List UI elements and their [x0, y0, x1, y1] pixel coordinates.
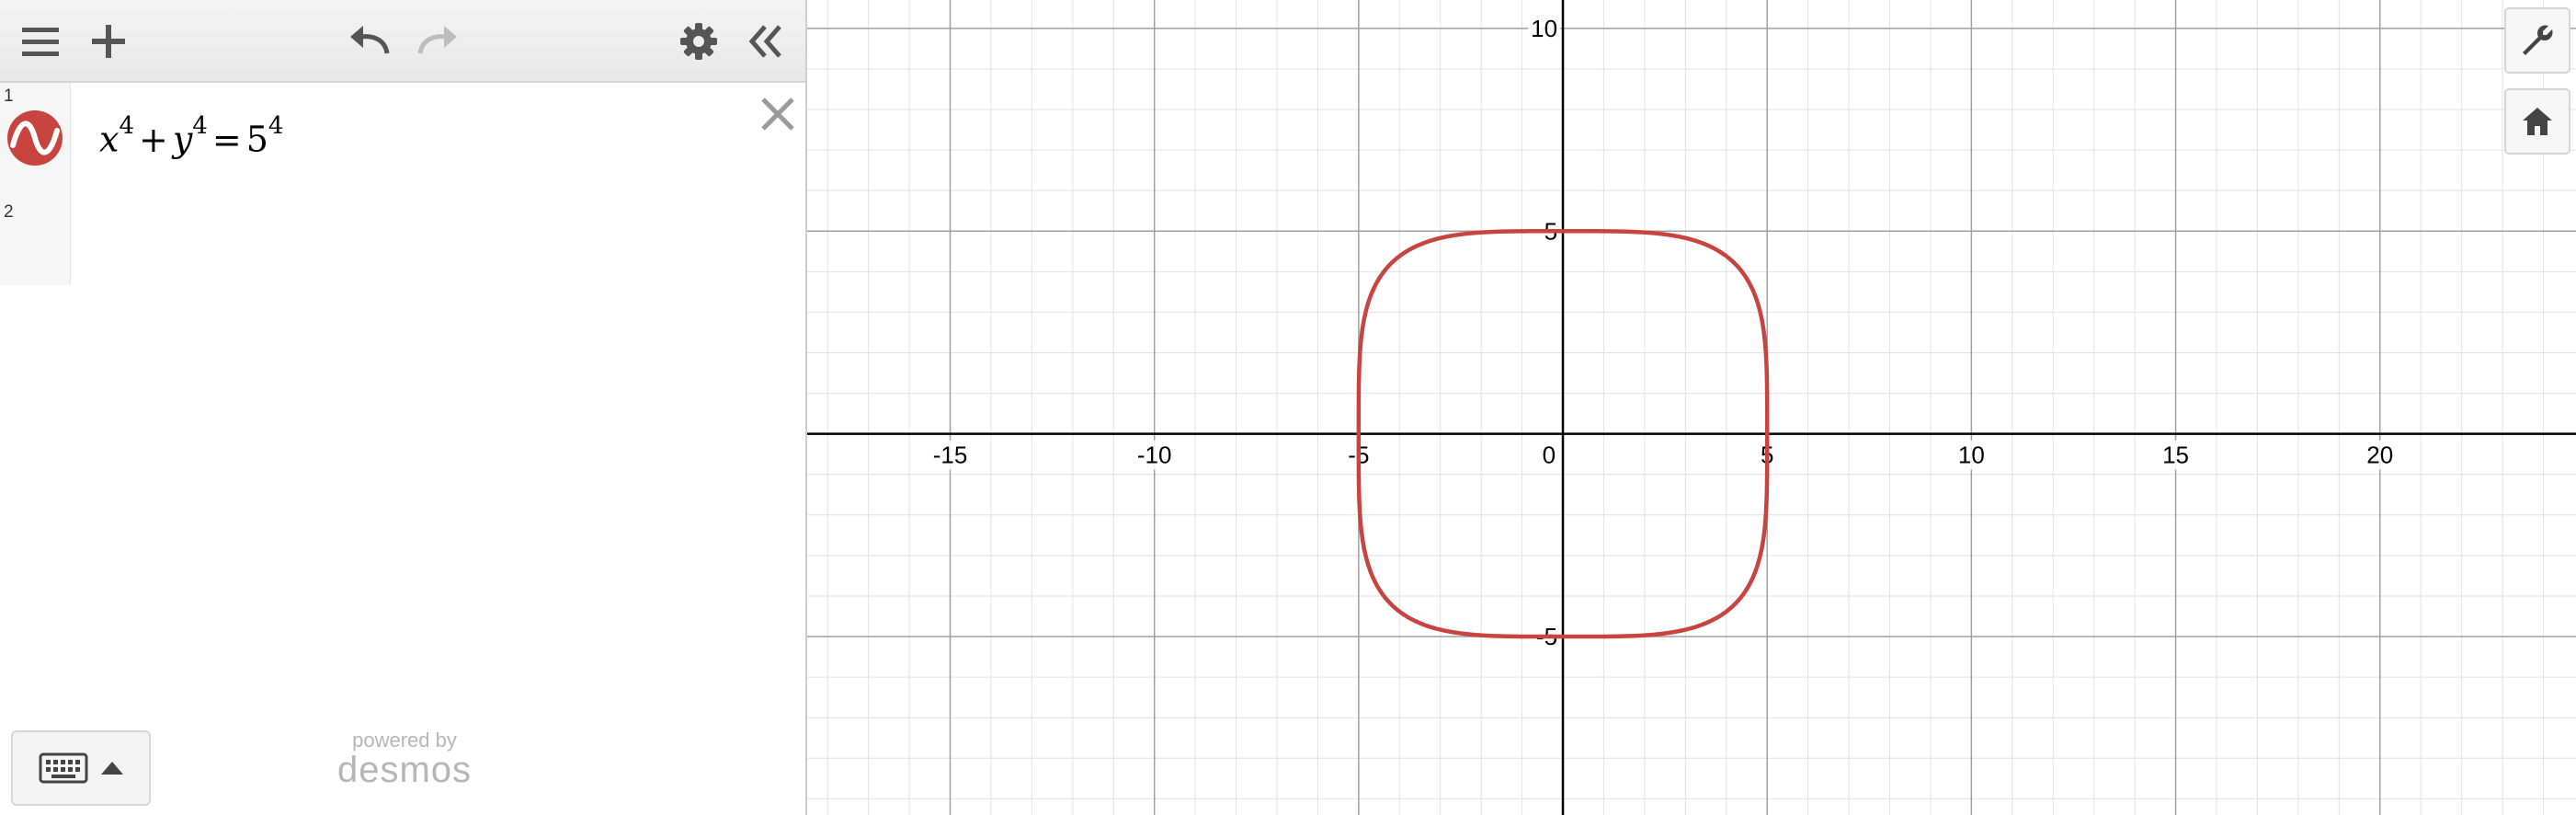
tick-label-bg [2364, 440, 2397, 470]
x-tick-label: 15 [2162, 442, 2189, 469]
curve-superellipse[interactable] [1356, 229, 1770, 639]
math-exponent: 4 [268, 112, 284, 140]
graph-paper[interactable]: -15 -10 -5 0 5 10 15 20 10 5 -5 [807, 0, 2576, 815]
math-var-x: x [99, 119, 120, 160]
math-var-y: y [172, 119, 193, 160]
graph-color-icon[interactable] [6, 109, 64, 167]
caret-up-icon [101, 762, 123, 775]
expression-gutter: 2 [0, 199, 71, 285]
expression-gutter: 1 [0, 83, 71, 199]
math-operator: + [138, 119, 168, 160]
tick-label-bg [2160, 440, 2193, 470]
tick-label-bg [1134, 440, 1175, 470]
powered-by-label: powered by [352, 729, 457, 752]
x-tick-label: -15 [933, 442, 968, 469]
math-operator: = [211, 119, 242, 160]
redo-icon [417, 26, 457, 54]
tick-label-bg [1539, 440, 1559, 470]
keyboard-icon [39, 752, 88, 784]
undo-button[interactable] [342, 14, 397, 69]
redo-button[interactable] [410, 14, 465, 69]
graph-settings-button[interactable] [2504, 7, 2570, 74]
wrench-icon [2523, 25, 2553, 55]
math-constant: 5 [245, 119, 268, 160]
settings-button[interactable] [671, 14, 726, 69]
gear-icon [680, 23, 717, 60]
axes [807, 0, 2576, 815]
expression-number: 1 [4, 86, 14, 106]
expression-number: 2 [4, 202, 14, 222]
home-icon [2523, 108, 2552, 135]
undo-icon [350, 26, 390, 54]
x-tick-label: 10 [1958, 442, 1985, 469]
add-item-button[interactable] [81, 14, 136, 69]
default-viewport-button[interactable] [2504, 88, 2570, 155]
expression-panel: 1 x4 + y4 = 54 2 powered by [0, 0, 807, 815]
desmos-logo: desmos [336, 750, 473, 790]
expression-row-empty[interactable]: 2 [0, 199, 805, 285]
menu-button[interactable] [13, 14, 68, 69]
tick-label-bg [1528, 13, 1561, 43]
x-tick-label: 0 [1543, 442, 1556, 469]
keyboard-toggle-button[interactable] [11, 730, 151, 806]
add-icon [92, 25, 125, 58]
menu-icon [22, 28, 59, 56]
minor-gridlines [807, 0, 2576, 815]
expression-row[interactable]: 1 x4 + y4 = 54 [0, 83, 805, 201]
math-exponent: 4 [119, 112, 134, 140]
graphed-curves [1356, 229, 1770, 639]
expression-toolbar [0, 0, 805, 83]
x-tick-label: 20 [2366, 442, 2393, 469]
y-tick-label: 10 [1531, 15, 1557, 42]
collapse-panel-icon [748, 25, 781, 58]
tick-label-bg [1955, 440, 1988, 470]
math-exponent: 4 [192, 112, 208, 140]
powered-by-desmos[interactable]: powered by desmos [331, 729, 478, 790]
expression-input[interactable]: x4 + y4 = 54 [99, 112, 283, 160]
tick-label-bg [929, 440, 971, 470]
x-tick-label: -10 [1137, 442, 1172, 469]
delete-expression-button[interactable] [758, 94, 798, 134]
collapse-panel-button[interactable] [737, 14, 792, 69]
